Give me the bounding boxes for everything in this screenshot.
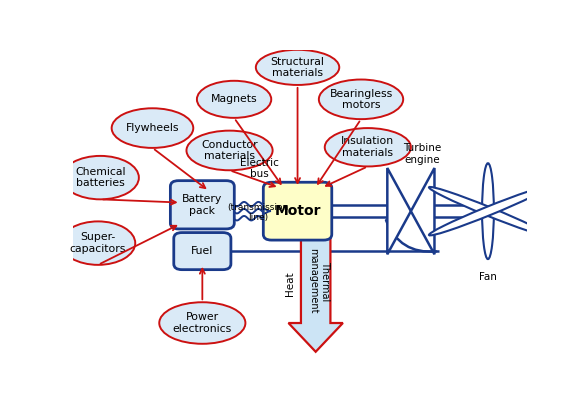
Text: Motor: Motor	[274, 204, 321, 218]
FancyArrowPatch shape	[386, 220, 436, 251]
Text: Conductor
materials: Conductor materials	[201, 140, 258, 161]
Ellipse shape	[62, 156, 139, 199]
Ellipse shape	[429, 187, 547, 235]
Ellipse shape	[319, 80, 403, 119]
Text: Structural
materials: Structural materials	[271, 56, 325, 78]
Text: Super-
capacitors: Super- capacitors	[70, 232, 126, 254]
Polygon shape	[411, 168, 435, 254]
Text: Electric
bus: Electric bus	[240, 158, 278, 179]
Text: (transmission
line): (transmission line)	[228, 203, 289, 222]
Text: Insulation
materials: Insulation materials	[341, 137, 394, 158]
Ellipse shape	[159, 302, 246, 344]
Polygon shape	[387, 168, 411, 254]
Text: Magnets: Magnets	[211, 94, 257, 104]
FancyArrow shape	[288, 235, 343, 352]
Text: Turbine
engine: Turbine engine	[403, 143, 441, 165]
Text: Thermal
management: Thermal management	[308, 248, 330, 313]
Text: Power
electronics: Power electronics	[173, 312, 232, 334]
Ellipse shape	[482, 163, 494, 259]
Ellipse shape	[256, 50, 339, 85]
Ellipse shape	[197, 81, 271, 118]
Text: Heat: Heat	[285, 271, 295, 296]
FancyBboxPatch shape	[263, 182, 332, 240]
Text: Chemical
batteries: Chemical batteries	[75, 167, 126, 188]
FancyBboxPatch shape	[170, 181, 235, 229]
Text: Battery
pack: Battery pack	[182, 194, 222, 215]
Ellipse shape	[187, 131, 273, 170]
Ellipse shape	[112, 108, 193, 148]
Ellipse shape	[325, 128, 411, 166]
Text: Bearingless
motors: Bearingless motors	[329, 88, 393, 110]
Ellipse shape	[429, 187, 547, 235]
Ellipse shape	[61, 221, 135, 265]
Text: Fan: Fan	[479, 272, 497, 282]
FancyBboxPatch shape	[174, 232, 231, 270]
Text: Fuel: Fuel	[191, 246, 214, 256]
Text: Flywheels: Flywheels	[126, 123, 179, 133]
